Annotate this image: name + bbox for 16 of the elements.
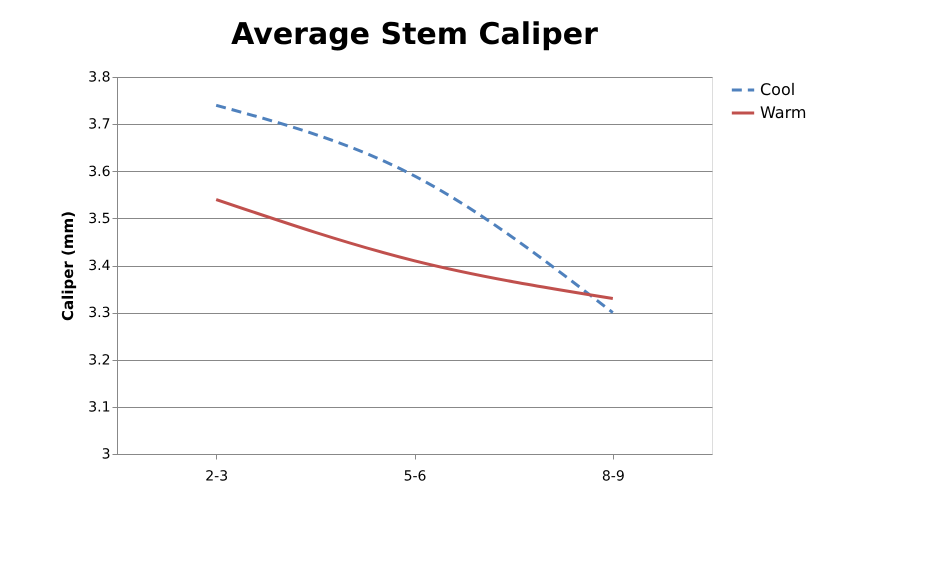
x-tick-label: 2-3 [205, 468, 228, 484]
y-tick-label: 3.2 [88, 352, 110, 368]
y-tick-label: 3.5 [88, 210, 110, 227]
y-tick-label: 3.7 [88, 116, 110, 133]
y-tick-label: 3.6 [88, 164, 111, 180]
x-tick-label: 8-9 [602, 468, 625, 484]
legend-label: Cool [760, 80, 796, 99]
y-tick-label: 3.4 [88, 258, 111, 274]
y-tick-label: 3 [102, 446, 110, 462]
legend-label: Warm [760, 103, 806, 122]
chart-title: Average Stem Caliper [231, 17, 598, 52]
y-tick-label: 3.1 [88, 399, 110, 416]
x-tick-label: 5-6 [404, 468, 427, 484]
y-tick-label: 3.8 [88, 70, 110, 86]
y-axis-title: Caliper (mm) [59, 211, 78, 321]
y-tick-label: 3.3 [88, 305, 110, 322]
